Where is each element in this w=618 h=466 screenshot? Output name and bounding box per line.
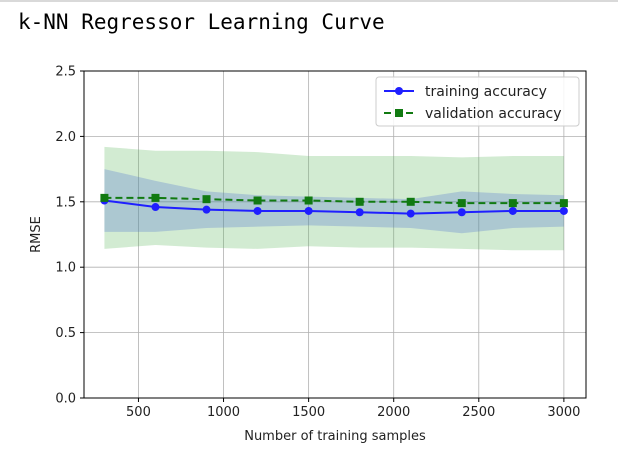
x-tick-label: 2500	[462, 405, 495, 420]
marker-validation	[253, 196, 262, 205]
x-axis-label: Number of training samples	[244, 429, 426, 444]
marker-training	[304, 206, 313, 215]
axis-ticks: 500 1000 1500 2000 2500 3000 0.0 0.5 1.0 1.5 2.0 2.…	[55, 65, 580, 421]
marker-training	[457, 208, 466, 217]
legend-label-validation: validation accuracy	[425, 106, 562, 122]
marker-validation	[100, 193, 109, 202]
marker-training	[406, 209, 415, 218]
series-lines	[104, 196, 564, 215]
legend-label-training: training accuracy	[425, 84, 547, 100]
top-divider	[0, 0, 618, 2]
series-markers	[100, 193, 568, 218]
marker-training	[202, 205, 211, 214]
band-training	[104, 169, 564, 234]
y-tick-label: 2.5	[55, 65, 76, 80]
y-axis-label: RMSE	[29, 216, 44, 253]
y-tick-label: 1.0	[55, 261, 76, 276]
x-tick-label: 2000	[377, 405, 410, 420]
legend-box	[375, 76, 580, 127]
marker-validation	[151, 193, 160, 202]
marker-validation	[202, 195, 211, 204]
std-bands	[104, 146, 564, 251]
legend: training accuracy validation accuracy	[375, 76, 580, 127]
marker-validation	[457, 199, 466, 208]
marker-training	[508, 206, 517, 215]
page-heading: k-NN Regressor Learning Curve	[18, 10, 385, 34]
y-tick-label: 1.5	[55, 195, 76, 210]
x-tick-label: 500	[126, 405, 151, 420]
marker-validation	[304, 196, 313, 205]
line-training	[104, 199, 564, 215]
y-tick-label: 2.0	[55, 130, 76, 145]
marker-validation	[508, 199, 517, 208]
y-tick-label: 0.0	[55, 392, 76, 407]
x-tick-label: 3000	[547, 405, 580, 420]
marker-training	[355, 208, 364, 217]
marker-validation	[355, 197, 364, 206]
legend-marker-training	[395, 87, 403, 95]
x-tick-label: 1500	[292, 405, 325, 420]
marker-training	[559, 206, 568, 215]
legend-marker-validation	[395, 109, 403, 117]
y-tick-label: 0.5	[55, 326, 76, 341]
marker-validation	[406, 197, 415, 206]
plot-frame	[83, 70, 587, 399]
x-tick-label: 1000	[207, 405, 240, 420]
band-validation	[104, 146, 564, 251]
marker-training	[151, 203, 160, 212]
marker-validation	[559, 199, 568, 208]
marker-training	[253, 206, 262, 215]
